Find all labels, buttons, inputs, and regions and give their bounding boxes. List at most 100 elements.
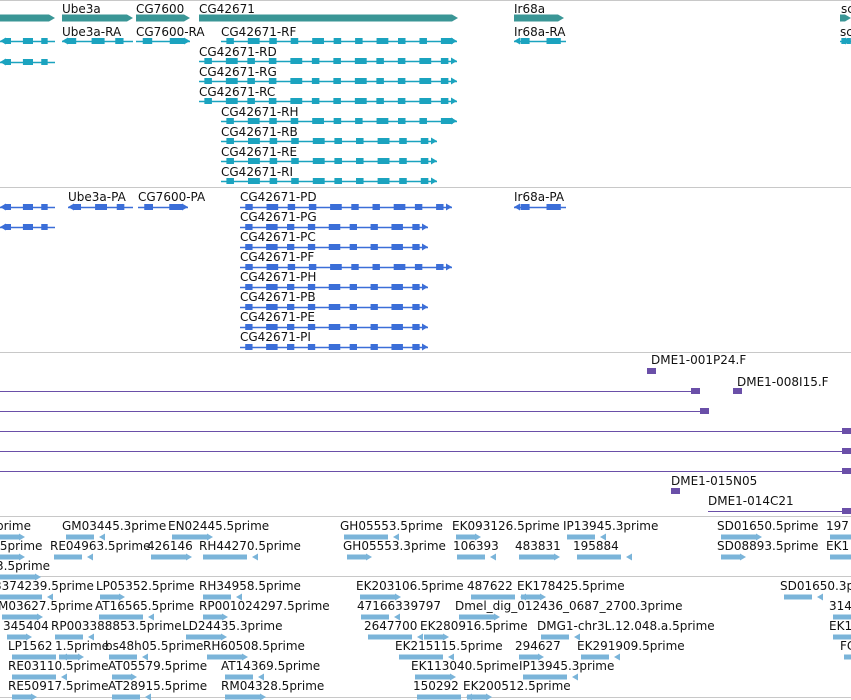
- est-label[interactable]: RE50917.5prime: [8, 679, 109, 693]
- est-label[interactable]: EK280916.5prime: [420, 619, 528, 633]
- est-alignment-block[interactable]: [207, 654, 243, 660]
- est-label[interactable]: RE04963.5prime: [50, 539, 151, 553]
- est-alignment-block[interactable]: [833, 614, 851, 620]
- cdna-label[interactable]: DME1-014C21: [708, 494, 794, 508]
- est-label[interactable]: EK113040.5prime: [411, 659, 519, 673]
- est-alignment-block[interactable]: [833, 634, 851, 640]
- est-alignment-block[interactable]: [521, 594, 541, 600]
- est-alignment-block[interactable]: [347, 554, 367, 560]
- est-alignment-block[interactable]: [721, 534, 757, 540]
- est-alignment-block[interactable]: [59, 654, 79, 660]
- est-alignment-block[interactable]: [12, 694, 32, 700]
- transcript-label[interactable]: CG7600-RA: [136, 25, 205, 39]
- protein-label[interactable]: CG42671-PG: [240, 210, 317, 224]
- transcript-label[interactable]: Ube3a-RA: [62, 25, 122, 39]
- est-label[interactable]: 195884: [573, 539, 619, 553]
- est-label[interactable]: EK178425.5prime: [517, 579, 625, 593]
- est-alignment-block[interactable]: [7, 634, 27, 640]
- gene-label[interactable]: CG7600: [136, 2, 185, 16]
- est-alignment-block[interactable]: [577, 554, 621, 560]
- est-label[interactable]: 150292: [413, 679, 459, 693]
- protein-label[interactable]: Ir68a-PA: [514, 190, 565, 204]
- est-label[interactable]: LP1562: [8, 639, 53, 653]
- est-label[interactable]: SD01650.5prime: [717, 519, 819, 533]
- est-label[interactable]: GH05553.5prime: [340, 519, 443, 533]
- est-label[interactable]: AT16565.5prime: [95, 599, 195, 613]
- est-alignment-block[interactable]: [203, 594, 231, 600]
- est-alignment-block[interactable]: [424, 634, 444, 640]
- est-label[interactable]: SD01650.3p: [780, 579, 851, 593]
- est-alignment-block[interactable]: [99, 614, 143, 620]
- est-label[interactable]: IP13945.3prime: [563, 519, 659, 533]
- est-alignment-block[interactable]: [467, 694, 487, 700]
- est-label[interactable]: EK093126.5prime: [452, 519, 560, 533]
- est-label[interactable]: DMG1-chr3L.12.048.a.5prime: [537, 619, 715, 633]
- est-alignment-block[interactable]: [459, 614, 495, 620]
- est-alignment-block[interactable]: [55, 634, 83, 640]
- est-alignment-block[interactable]: [784, 594, 812, 600]
- est-label[interactable]: GH05553.3prime: [343, 539, 446, 553]
- gene-label[interactable]: Ube3a: [62, 2, 101, 16]
- est-label[interactable]: 3.5prime: [0, 559, 51, 573]
- cdna-label[interactable]: DME1-001P24.F: [651, 353, 747, 367]
- est-alignment-block[interactable]: [456, 534, 476, 540]
- est-label[interactable]: FC: [840, 639, 851, 653]
- est-alignment-block[interactable]: [151, 554, 187, 560]
- est-alignment-block[interactable]: [830, 534, 851, 540]
- gene-bar[interactable]: [840, 14, 845, 22]
- gene-label[interactable]: CG42671: [199, 2, 255, 16]
- est-label[interactable]: EK1: [829, 619, 851, 633]
- est-alignment-block[interactable]: [203, 614, 223, 620]
- est-label[interactable]: 314: [829, 599, 851, 613]
- est-label[interactable]: EK291909.5prime: [577, 639, 685, 653]
- est-alignment-block[interactable]: [581, 654, 609, 660]
- est-label[interactable]: 483831: [515, 539, 561, 553]
- est-alignment-block[interactable]: [399, 654, 443, 660]
- est-alignment-block[interactable]: [541, 634, 569, 640]
- transcript-label[interactable]: sc: [840, 25, 851, 39]
- est-label[interactable]: LD24435.3prime: [182, 619, 283, 633]
- est-label[interactable]: AT05579.5prime: [108, 659, 208, 673]
- est-alignment-block[interactable]: [54, 554, 82, 560]
- transcript-label[interactable]: Ir68a-RA: [514, 25, 566, 39]
- transcript-label[interactable]: CG42671-RG: [199, 65, 277, 79]
- est-label[interactable]: AT14369.5prime: [221, 659, 321, 673]
- est-alignment-block[interactable]: [360, 594, 396, 600]
- transcript-label[interactable]: CG42671-RF: [221, 25, 297, 39]
- est-alignment-block[interactable]: [523, 674, 567, 680]
- est-label[interactable]: 487622: [467, 579, 513, 593]
- est-label[interactable]: bs48h05.5prime: [105, 639, 204, 653]
- est-label[interactable]: 345404: [3, 619, 49, 633]
- est-label[interactable]: 106393: [453, 539, 499, 553]
- est-label[interactable]: AT28915.5prime: [108, 679, 208, 693]
- protein-label[interactable]: CG42671-PH: [240, 270, 317, 284]
- est-label[interactable]: RP001024297.5prime: [199, 599, 330, 613]
- gene-label[interactable]: Ir68a: [514, 2, 546, 16]
- est-alignment-block[interactable]: [109, 654, 137, 660]
- est-label[interactable]: .5prime: [0, 539, 43, 553]
- est-label[interactable]: 2647700: [364, 619, 418, 633]
- gene-bar[interactable]: [0, 14, 49, 22]
- protein-label[interactable]: CG42671-PC: [240, 230, 316, 244]
- est-alignment-block[interactable]: [519, 654, 539, 660]
- est-alignment-block[interactable]: [567, 534, 595, 540]
- est-label[interactable]: RH44270.5prime: [199, 539, 301, 553]
- est-alignment-block[interactable]: [417, 694, 461, 700]
- est-label[interactable]: SD08893.5prime: [717, 539, 819, 553]
- protein-label[interactable]: CG42671-PD: [240, 190, 317, 204]
- est-label[interactable]: RP003388853.5prime: [51, 619, 182, 633]
- est-label[interactable]: M03627.5prime: [0, 599, 93, 613]
- gene-label[interactable]: sc: [841, 2, 851, 16]
- est-alignment-block[interactable]: [2, 614, 38, 620]
- est-alignment-block[interactable]: [172, 534, 208, 540]
- est-alignment-block[interactable]: [100, 594, 120, 600]
- est-alignment-block[interactable]: [721, 554, 741, 560]
- est-label[interactable]: 197: [826, 519, 849, 533]
- est-alignment-block[interactable]: [0, 554, 20, 560]
- gene-bar[interactable]: [514, 14, 558, 22]
- est-alignment-block[interactable]: [344, 534, 388, 540]
- est-label[interactable]: EN02445.5prime: [168, 519, 270, 533]
- est-alignment-block[interactable]: [112, 674, 132, 680]
